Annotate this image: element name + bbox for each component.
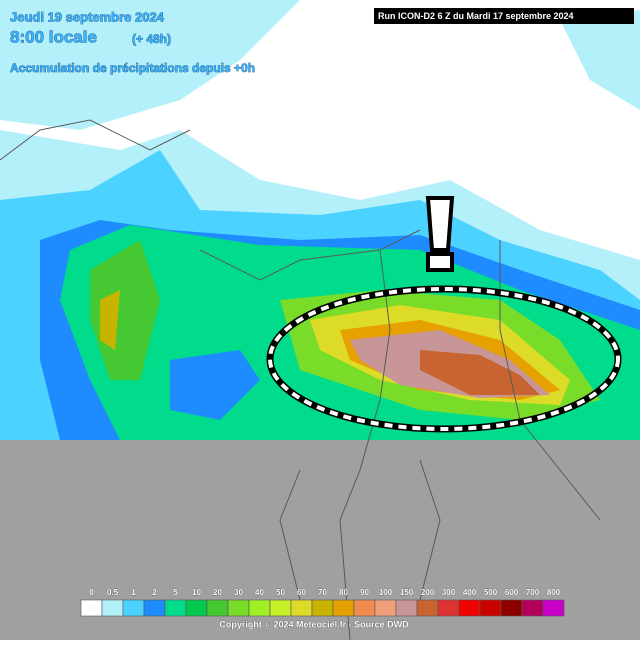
legend-label: 80	[339, 588, 348, 597]
legend-swatch	[458, 599, 481, 617]
legend-swatch	[395, 599, 418, 617]
legend-label: 800	[547, 588, 561, 597]
legend-label: 50	[276, 588, 285, 597]
legend-swatch	[521, 599, 544, 617]
legend-swatch	[479, 599, 502, 617]
copyright: Copyright © 2024 Meteociel.fr - Source D…	[219, 619, 409, 629]
legend-label: 500	[484, 588, 498, 597]
legend-label: 0	[89, 588, 94, 597]
lead-time: (+ 48h)	[132, 32, 171, 46]
time: 8:00 locale	[10, 27, 97, 46]
legend-swatch	[500, 599, 523, 617]
legend-label: 2	[152, 588, 157, 597]
borders	[0, 119, 601, 641]
legend-label: 400	[463, 588, 477, 597]
legend-swatch	[311, 599, 334, 617]
legend-label: 300	[442, 588, 456, 597]
legend-label: 150	[400, 588, 414, 597]
legend-label: 200	[421, 588, 435, 597]
legend-label: 1	[131, 588, 136, 597]
run-box	[374, 8, 634, 24]
run-info: Run ICON-D2 6 Z du Mardi 17 septembre 20…	[378, 11, 574, 21]
date: Jeudi 19 septembre 2024	[10, 9, 165, 24]
legend-swatch	[437, 599, 460, 617]
legend-label: 90	[360, 588, 369, 597]
legend-swatch	[269, 599, 292, 617]
legend-swatch	[542, 599, 565, 617]
legend-swatch	[80, 599, 103, 617]
legend-label: 100	[379, 588, 393, 597]
legend-swatch	[290, 599, 313, 617]
legend-label: 700	[526, 588, 540, 597]
coastline	[379, 19, 541, 141]
legend-swatch	[164, 599, 187, 617]
legend-label: 20	[213, 588, 222, 597]
highlight-ellipse-dash	[268, 287, 620, 431]
legend-swatch	[206, 599, 229, 617]
legend-label: 10	[192, 588, 201, 597]
legend-swatch	[185, 599, 208, 617]
legend-swatch	[374, 599, 397, 617]
legend-swatch	[248, 599, 271, 617]
legend-label: 0.5	[107, 588, 119, 597]
legend-label: 40	[255, 588, 264, 597]
legend-label: 30	[234, 588, 243, 597]
legend-label: 600	[505, 588, 519, 597]
exclamation-mark	[425, 196, 455, 272]
subtitle: Accumulation de précipitations depuis +0…	[10, 61, 255, 75]
legend-swatch	[416, 599, 439, 617]
legend-swatch	[122, 599, 145, 617]
precipitation-field	[0, 0, 640, 440]
legend-label: 60	[297, 588, 306, 597]
legend-label: 70	[318, 588, 327, 597]
legend: 0 0.5 1 2 5 10 20 30 40 50 60 70 80 90 100 150 200 300 400…	[80, 588, 565, 617]
legend-swatch	[101, 599, 124, 617]
legend-swatch	[353, 599, 376, 617]
legend-label: 5	[173, 588, 178, 597]
legend-swatch	[332, 599, 355, 617]
legend-swatch	[227, 599, 250, 617]
legend-swatch	[143, 599, 166, 617]
